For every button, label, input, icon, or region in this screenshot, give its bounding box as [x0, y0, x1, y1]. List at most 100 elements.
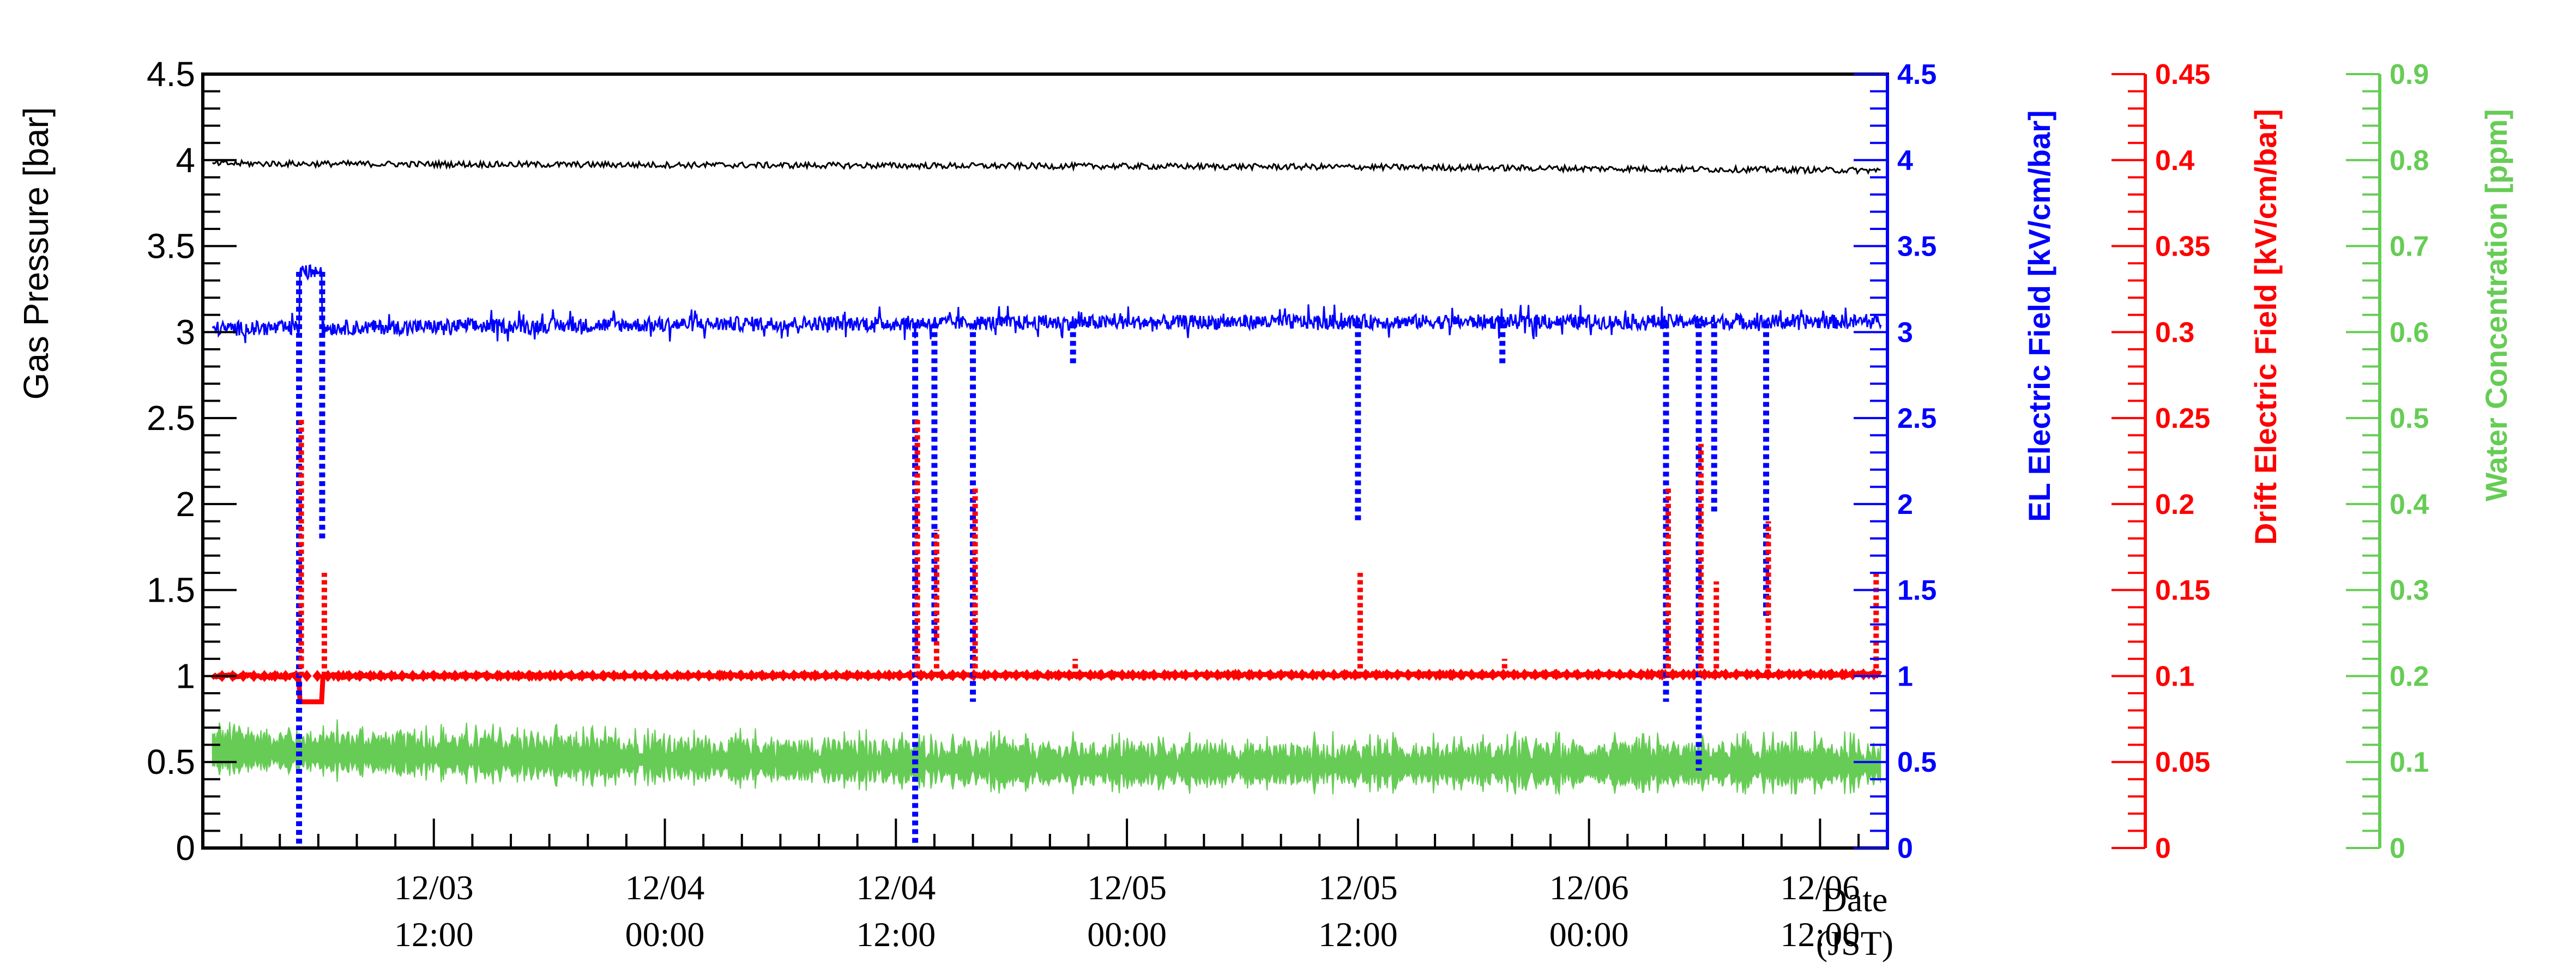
drift-field-marker [387, 670, 397, 682]
drift-field-marker [354, 670, 365, 682]
el_field-tick-label: 2 [1897, 489, 1913, 520]
drift-field-marker [1043, 669, 1053, 681]
el_field-tick-label: 1.5 [1897, 575, 1936, 607]
drift-field-marker [662, 669, 672, 682]
drift-field-marker [471, 669, 481, 682]
el-field-axis-title: EL Electric Field [kV/cm/bar] [2022, 110, 2056, 522]
drift-field-marker [588, 669, 598, 682]
drift-field-axis-title: Drift Electric Field [kV/cm/bar] [2248, 109, 2283, 545]
drift-field-marker [1434, 669, 1445, 681]
drift-field-marker [333, 670, 343, 682]
drift-field-marker [1742, 668, 1752, 681]
drift-field-marker [1022, 669, 1032, 681]
drift-field-marker [831, 669, 841, 682]
drift-field-marker [481, 669, 492, 682]
drift-field-marker [1159, 669, 1169, 681]
drift-field-marker [1509, 668, 1519, 681]
drift_field-tick-label: 0.3 [2155, 317, 2194, 348]
drift-field-marker [365, 670, 376, 682]
drift-field-marker [863, 669, 873, 682]
drift-field-marker [1615, 668, 1625, 681]
drift-field-marker [1805, 668, 1815, 681]
drift-field-marker [1170, 669, 1180, 681]
drift-field-marker [566, 669, 577, 682]
drift-field-marker [693, 669, 704, 682]
drift-field-marker [683, 669, 693, 682]
drift-field-marker [1340, 669, 1350, 681]
drift-field-marker [1752, 668, 1763, 681]
drift-field-marker [598, 669, 608, 682]
x-tick-label-date: 12/05 [1087, 868, 1167, 907]
drift-field-marker [1456, 669, 1466, 681]
drift-field-marker [842, 669, 852, 682]
drift-field-marker [1392, 669, 1403, 681]
drift-field-marker [1826, 668, 1837, 681]
water-tick-label: 0.6 [2390, 317, 2429, 348]
drift-field-marker [1191, 669, 1202, 681]
drift-field-marker [1106, 669, 1117, 681]
drift-field-marker [461, 669, 471, 682]
drift-field-marker [630, 669, 640, 682]
drift-field-marker [1583, 668, 1593, 681]
drift-field-marker [1096, 669, 1106, 681]
drift-field-marker [1053, 669, 1064, 681]
x-tick-label-date: 12/06 [1781, 868, 1860, 907]
drift-field-marker [1721, 668, 1731, 681]
drift-field-marker [1467, 669, 1477, 681]
x-tick-label-date: 12/04 [856, 868, 936, 907]
drift-field-marker [1731, 668, 1741, 681]
drift-field-marker [1795, 668, 1805, 681]
el_field-tick-label: 4.5 [1897, 59, 1936, 90]
drift-field-marker [1180, 669, 1191, 681]
drift-field-marker [1678, 668, 1688, 681]
drift-field-marker [619, 669, 630, 682]
drift-field-marker [344, 670, 354, 682]
drift-field-marker [535, 669, 545, 682]
drift-field-marker [418, 670, 429, 682]
drift-field-marker [1011, 669, 1022, 681]
drift-field-marker [1202, 669, 1212, 681]
drift-field-marker [238, 670, 249, 682]
water-tick-label: 0 [2390, 833, 2405, 864]
drift-field-marker [884, 669, 894, 682]
el_field-tick-label: 3.5 [1897, 231, 1936, 263]
drift-field-marker [1127, 669, 1138, 681]
drift-field-marker [1530, 668, 1540, 681]
drift-field-marker [641, 669, 651, 682]
x-tick-label-time: 00:00 [1087, 915, 1167, 954]
x-tick-label-time: 00:00 [1549, 915, 1629, 954]
drift-field-marker [1594, 668, 1604, 681]
drift-field-marker [725, 669, 735, 682]
drift-field-marker [439, 670, 450, 682]
drift-field-marker [1773, 668, 1784, 681]
el_field-tick-label: 0.5 [1897, 747, 1936, 778]
gas-pressure-series [212, 158, 1881, 175]
gas-pressure-axis-title: Gas Pressure [bar] [16, 107, 56, 399]
pressure-tick-label: 3 [176, 312, 195, 352]
drift-field-marker [1032, 669, 1042, 681]
drift_field-tick-label: 0 [2155, 833, 2171, 864]
pressure-tick-label: 4 [176, 141, 195, 180]
drift-field-marker [577, 669, 587, 682]
plot-frame [201, 72, 1889, 850]
drift-field-marker [1636, 668, 1646, 681]
x-tick-label-time: 12:00 [856, 915, 936, 954]
drift-field-marker [1064, 669, 1075, 681]
drift-field-marker [407, 670, 418, 682]
drift-field-marker [1551, 668, 1561, 681]
drift-field-marker [1837, 668, 1848, 681]
el_field-tick-label: 1 [1897, 661, 1913, 692]
x-tick-label-time: 00:00 [625, 915, 705, 954]
drift-field-marker [1371, 669, 1381, 681]
drift-field-marker [1541, 668, 1551, 681]
drift-field-marker [397, 670, 407, 682]
x-tick-label-date: 12/05 [1318, 868, 1398, 907]
water-tick-label: 0.1 [2390, 747, 2429, 778]
drift-field-marker [1699, 668, 1710, 681]
x-tick-label-date: 12/04 [625, 868, 705, 907]
pressure-tick-label: 0.5 [147, 742, 195, 782]
x-axis-ticks: 12/03 12:00 12/04 00:00 12/04 12:00 12/05 00:00… [202, 819, 1860, 954]
drift_field-tick-label: 0.05 [2155, 747, 2210, 778]
water-concentration-series [212, 719, 1881, 796]
el_field-tick-label: 3 [1897, 317, 1913, 348]
